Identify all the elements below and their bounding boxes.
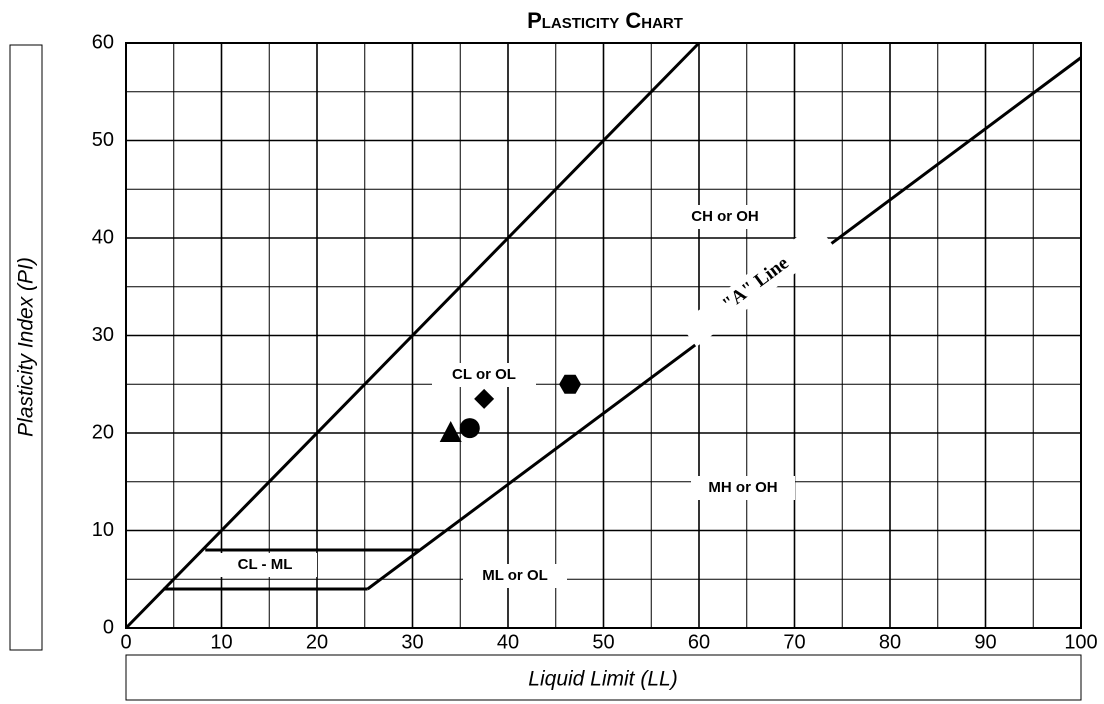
- y-tick-label: 0: [103, 616, 114, 638]
- x-tick-label: 0: [120, 631, 131, 653]
- y-tick-label: 60: [92, 31, 114, 53]
- annotation-bg: [432, 363, 536, 387]
- line-label-gap: [679, 222, 833, 347]
- annotation-bg: [213, 553, 317, 577]
- region-label: CH or OH: [691, 208, 759, 225]
- annotation-bg: [691, 476, 795, 500]
- y-tick-label: 50: [92, 129, 114, 151]
- x-tick-label: 30: [401, 631, 423, 653]
- x-tick-label: 70: [783, 631, 805, 653]
- x-tick-label: 40: [497, 631, 519, 653]
- line-label: "A" Line: [719, 253, 793, 316]
- annotation-bg: [673, 205, 777, 229]
- x-axis-label: Liquid Limit (LL): [528, 668, 677, 691]
- y-tick-label: 30: [92, 324, 114, 346]
- region-label: CL - ML: [238, 556, 293, 573]
- region-label: ML or OL: [482, 567, 548, 584]
- y-tick-label: 20: [92, 421, 114, 443]
- region-label: MH or OH: [708, 479, 777, 496]
- x-tick-label: 20: [306, 631, 328, 653]
- data-point: [459, 418, 480, 439]
- x-tick-label: 60: [688, 631, 710, 653]
- boundary-line: [124, 41, 701, 630]
- x-tick-label: 90: [974, 631, 996, 653]
- y-tick-label: 10: [92, 519, 114, 541]
- chart-title: Plasticity Chart: [527, 8, 683, 33]
- plot-frame: [125, 42, 1082, 629]
- data-point: [439, 421, 462, 442]
- x-tick-label: 80: [879, 631, 901, 653]
- y-axis-label: Plasticity Index (PI): [15, 257, 38, 437]
- line-label-group: "A" Line: [679, 222, 833, 347]
- y-label-box: [9, 44, 43, 651]
- data-point: [559, 374, 582, 394]
- y-tick-label: 40: [92, 226, 114, 248]
- annotation-bg: [463, 564, 567, 588]
- x-tick-label: 50: [592, 631, 614, 653]
- x-label-box: [125, 654, 1082, 701]
- x-tick-label: 10: [210, 631, 232, 653]
- data-point: [474, 388, 495, 409]
- x-tick-label: 100: [1064, 631, 1097, 653]
- region-label: CL or OL: [452, 366, 516, 383]
